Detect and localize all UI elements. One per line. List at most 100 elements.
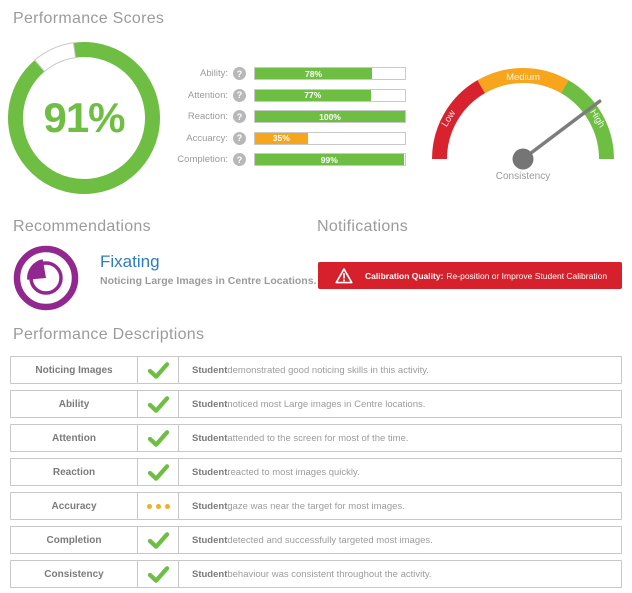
row-subject: Student bbox=[192, 398, 228, 410]
gauge-needle bbox=[521, 99, 602, 161]
score-bar-value: 99% bbox=[320, 154, 338, 165]
row-description: attended to the screen for most of the t… bbox=[227, 432, 409, 444]
help-icon[interactable]: ? bbox=[233, 110, 246, 123]
help-icon[interactable]: ? bbox=[233, 88, 246, 102]
row-description-cell: Student reacted to most images quickly. bbox=[179, 459, 621, 485]
score-bar-row: Accuarcy: ? 35% bbox=[158, 131, 406, 145]
row-status bbox=[138, 425, 179, 451]
check-icon bbox=[147, 565, 170, 584]
notification-text: Calibration Quality: Re-position or Impro… bbox=[365, 271, 607, 281]
row-description: gaze was near the target for most images… bbox=[227, 500, 405, 512]
donut-value: 91% bbox=[43, 94, 125, 141]
row-description-cell: Student gaze was near the target for mos… bbox=[179, 493, 621, 519]
score-bar-row: Ability: ? 78% bbox=[158, 67, 406, 80]
table-row: Ability Student noticed most Large image… bbox=[10, 390, 622, 418]
notifications-title: Notifications bbox=[317, 218, 409, 235]
recommendation-title[interactable]: Fixating bbox=[100, 252, 160, 271]
score-bar-track: 35% bbox=[254, 131, 406, 145]
gauge-pivot bbox=[512, 148, 534, 170]
table-row: Consistency Student behaviour was consis… bbox=[10, 560, 622, 588]
row-label: Noticing Images bbox=[11, 357, 138, 383]
row-label: Reaction bbox=[11, 459, 138, 485]
check-icon bbox=[147, 429, 170, 448]
bar-fill: 78% bbox=[255, 68, 372, 79]
score-bar-value: 77% bbox=[304, 90, 322, 100]
gauge-caption: Consistency bbox=[495, 171, 551, 182]
notification-text-rest: Re-position or Improve Student Calibrati… bbox=[446, 270, 608, 281]
performance-scores-title: Performance Scores bbox=[13, 10, 165, 27]
recommendations-title: Recommendations bbox=[13, 218, 151, 235]
help-icon[interactable]: ? bbox=[233, 67, 246, 80]
row-status bbox=[138, 459, 179, 485]
row-description-cell: Student detected and successfully target… bbox=[179, 527, 621, 553]
consistency-gauge: Low Medium High bbox=[432, 68, 614, 170]
check-icon bbox=[147, 531, 170, 550]
table-row: Attention Student attended to the screen… bbox=[10, 424, 622, 452]
row-status bbox=[138, 391, 179, 417]
table-row: Noticing Images Student demonstrated goo… bbox=[10, 356, 622, 384]
dots-icon bbox=[146, 503, 170, 509]
fixation-icon bbox=[13, 245, 79, 311]
table-row: Reaction Student reacted to most images … bbox=[10, 458, 622, 486]
recommendation-subtitle: Noticing Large Images in Centre Location… bbox=[100, 275, 317, 287]
donut-gap bbox=[33, 42, 77, 73]
donut-chart bbox=[8, 42, 160, 194]
row-description-cell: Student noticed most Large images in Cen… bbox=[179, 391, 621, 417]
score-bar-value: 100% bbox=[319, 111, 341, 122]
row-status bbox=[138, 493, 179, 519]
row-subject: Student bbox=[192, 432, 228, 444]
score-bar-label: Ability: bbox=[200, 68, 228, 79]
gauge-label-medium: Medium bbox=[506, 72, 540, 83]
warning-icon bbox=[334, 267, 354, 285]
row-subject: Student bbox=[192, 466, 228, 478]
row-status bbox=[138, 561, 179, 587]
score-bar-track: 78% bbox=[254, 67, 406, 80]
row-description: detected and successfully targeted most … bbox=[227, 534, 433, 546]
performance-descriptions-title: Performance Descriptions bbox=[13, 326, 205, 343]
row-label: Accuracy bbox=[11, 493, 138, 519]
notification-banner: Calibration Quality: Re-position or Impro… bbox=[318, 262, 622, 289]
row-label: Consistency bbox=[11, 561, 138, 587]
score-bar-track: 77% bbox=[254, 88, 406, 102]
row-subject: Student bbox=[192, 534, 228, 546]
score-bar-value: 78% bbox=[304, 68, 322, 79]
check-icon bbox=[147, 395, 170, 414]
row-description: demonstrated good noticing skills in thi… bbox=[227, 364, 429, 376]
score-bar-track: 100% bbox=[254, 110, 406, 123]
score-bar-row: Completion: ? 99% bbox=[158, 153, 406, 166]
score-bar-label: Completion: bbox=[177, 154, 228, 165]
row-description-cell: Student attended to the screen for most … bbox=[179, 425, 621, 451]
gauge-arc-low bbox=[432, 80, 486, 160]
bar-fill: 99% bbox=[255, 154, 404, 165]
notification-text-bold: Calibration Quality: bbox=[365, 270, 444, 281]
score-bars: Ability: ? 78% Attention: ? 77% bbox=[158, 67, 406, 166]
row-subject: Student bbox=[192, 364, 228, 376]
bar-fill: 100% bbox=[255, 111, 405, 122]
row-description: behaviour was consistent throughout the … bbox=[227, 568, 432, 580]
bar-fill: 77% bbox=[255, 89, 371, 101]
help-icon[interactable]: ? bbox=[233, 153, 246, 166]
row-description-cell: Student demonstrated good noticing skill… bbox=[179, 357, 621, 383]
score-bar-value: 35% bbox=[272, 133, 290, 143]
gauge-arc-medium bbox=[477, 68, 569, 94]
check-icon bbox=[147, 361, 170, 380]
row-description: noticed most Large images in Centre loca… bbox=[227, 398, 426, 410]
row-label: Ability bbox=[11, 391, 138, 417]
row-status bbox=[138, 527, 179, 553]
row-subject: Student bbox=[192, 500, 228, 512]
score-bar-label: Attention: bbox=[187, 89, 228, 101]
help-icon[interactable]: ? bbox=[233, 131, 246, 145]
score-bar-row: Reaction: ? 100% bbox=[158, 110, 406, 123]
performance-descriptions-table: Noticing Images Student demonstrated goo… bbox=[10, 356, 622, 593]
table-row: Completion Student detected and successf… bbox=[10, 526, 622, 554]
row-subject: Student bbox=[192, 568, 228, 580]
check-icon bbox=[147, 463, 170, 482]
row-label: Attention bbox=[11, 425, 138, 451]
row-description-cell: Student behaviour was consistent through… bbox=[179, 561, 621, 587]
bar-fill: 35% bbox=[255, 132, 308, 144]
score-bar-label: Accuarcy: bbox=[186, 132, 228, 144]
gauge-arc-high bbox=[560, 80, 614, 160]
table-row: Accuracy Student gaze was near the targe… bbox=[10, 492, 622, 520]
score-bar-label: Reaction: bbox=[187, 111, 228, 122]
